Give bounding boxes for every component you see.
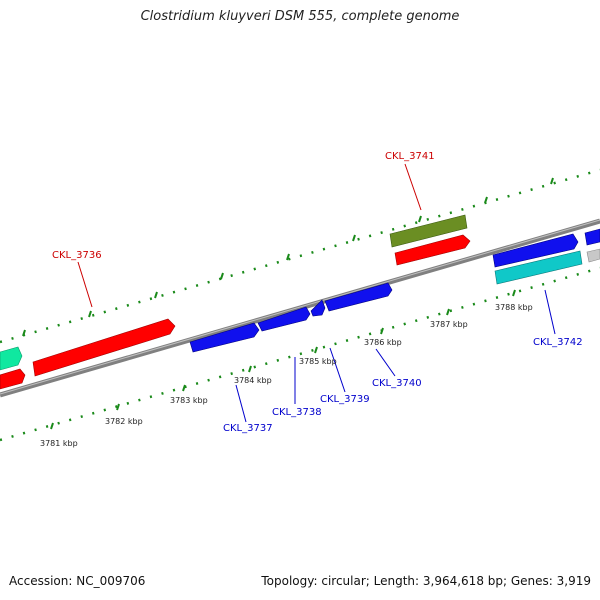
map-title: Clostridium kluyveri DSM 555, complete g… bbox=[140, 9, 460, 24]
gene-label-ckl-3742[interactable]: CKL_3742 bbox=[533, 337, 583, 348]
gene-gray-far-right[interactable] bbox=[586, 248, 600, 263]
gene-ckl-3741[interactable] bbox=[389, 214, 468, 248]
gene-ckl-3740[interactable] bbox=[324, 282, 393, 312]
ruler-label-3783: 3783 kbp bbox=[170, 396, 208, 405]
gene-ckl-3738[interactable] bbox=[257, 306, 311, 332]
gene-label-ckl-3741[interactable]: CKL_3741 bbox=[385, 151, 435, 162]
ruler-label-3782: 3782 kbp bbox=[105, 417, 143, 426]
gene-blue-far-right[interactable] bbox=[584, 228, 600, 246]
gene-ckl-3737[interactable] bbox=[189, 322, 260, 353]
outer-ruler-line bbox=[0, 168, 600, 344]
gene-label-ckl-3740[interactable]: CKL_3740 bbox=[372, 378, 422, 389]
outer-major-ticks bbox=[22, 177, 554, 337]
genome-summary-text: Topology: circular; Length: 3,964,618 bp… bbox=[261, 574, 591, 588]
ruler-label-3788: 3788 kbp bbox=[495, 303, 533, 312]
gene-label-ckl-3739[interactable]: CKL_3739 bbox=[320, 394, 370, 405]
ruler-label-3785: 3785 kbp bbox=[299, 357, 337, 366]
inner-major-ticks bbox=[50, 289, 516, 430]
ruler-label-3781: 3781 kbp bbox=[40, 439, 78, 448]
genome-backbone bbox=[0, 218, 600, 398]
gene-red-left[interactable] bbox=[0, 368, 26, 390]
label-leaders bbox=[77, 163, 556, 423]
gene-label-ckl-3738[interactable]: CKL_3738 bbox=[272, 407, 322, 418]
gene-ckl-3736[interactable] bbox=[32, 318, 176, 377]
accession-text: Accession: NC_009706 bbox=[9, 574, 146, 588]
gene-ckl-3742[interactable] bbox=[494, 250, 583, 285]
inner-ruler-line bbox=[0, 266, 600, 442]
ruler-label-3784: 3784 kbp bbox=[234, 376, 272, 385]
gene-blue-right[interactable] bbox=[492, 233, 579, 268]
gene-teal-left[interactable] bbox=[0, 346, 23, 371]
gene-red-3741-pair[interactable] bbox=[394, 234, 471, 266]
gene-ckl-3739[interactable] bbox=[310, 299, 326, 317]
gene-label-ckl-3737[interactable]: CKL_3737 bbox=[223, 423, 273, 434]
backbone-highlight bbox=[0, 219, 600, 395]
ruler-label-3786: 3786 kbp bbox=[364, 338, 402, 347]
gene-blocks bbox=[0, 214, 600, 390]
gene-label-ckl-3736[interactable]: CKL_3736 bbox=[52, 250, 102, 261]
ruler-label-3787: 3787 kbp bbox=[430, 320, 468, 329]
